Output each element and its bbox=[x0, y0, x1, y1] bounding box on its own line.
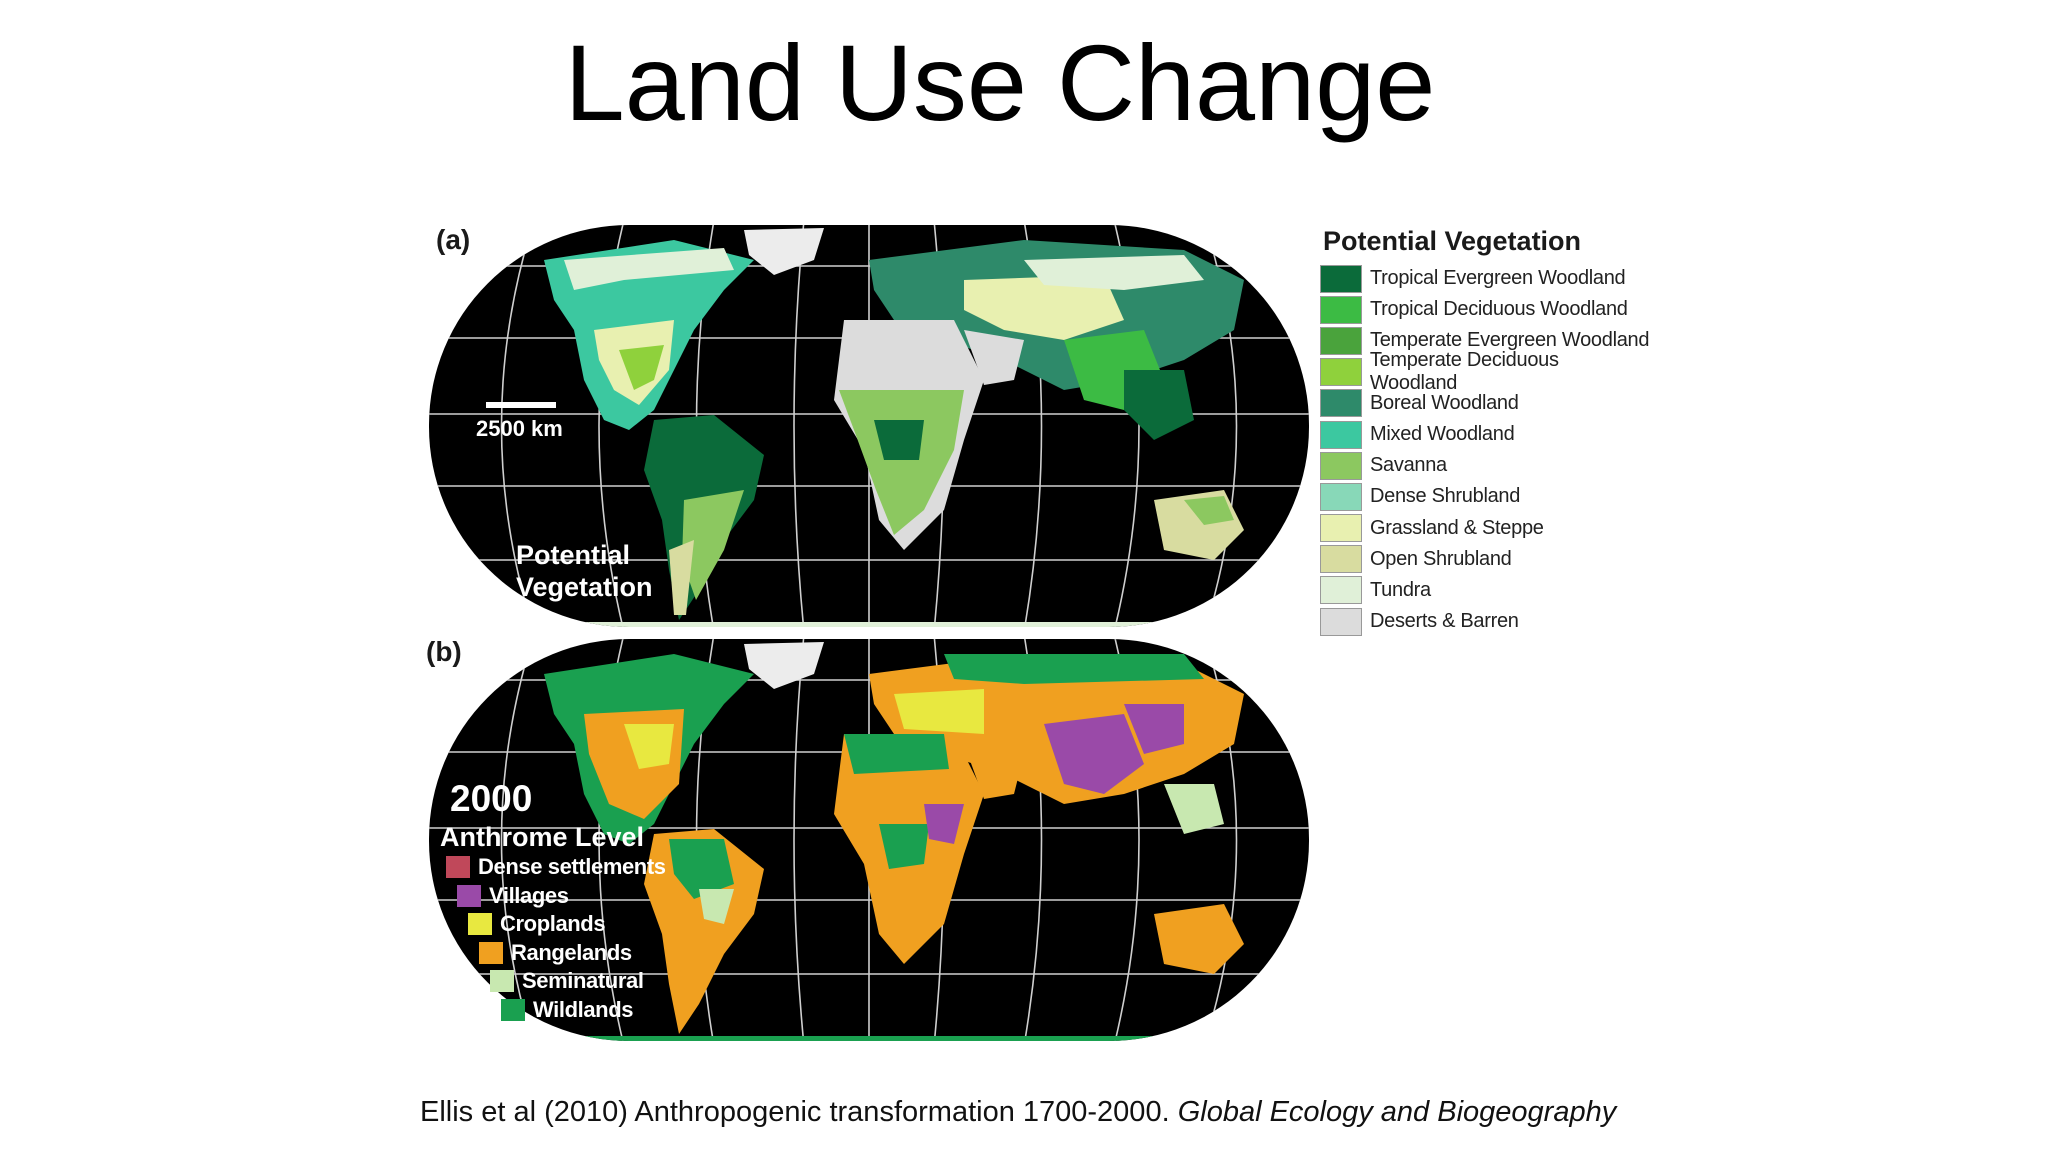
anthrome-legend-item: Dense settlements bbox=[446, 853, 666, 882]
legend-item: Boreal Woodland bbox=[1320, 388, 1650, 419]
legend-swatch bbox=[1320, 607, 1362, 636]
legend-item: Open Shrubland bbox=[1320, 544, 1650, 575]
legend-swatch bbox=[1320, 420, 1362, 449]
anthrome-legend-item: Rangelands bbox=[479, 939, 666, 968]
legend-label: Temperate Deciduous Woodland bbox=[1369, 349, 1559, 395]
anthrome-label: Croplands bbox=[500, 911, 606, 937]
legend-label: Dense Shrubland bbox=[1370, 485, 1521, 508]
scale-bar bbox=[486, 402, 556, 408]
legend-label: Savanna bbox=[1370, 454, 1447, 477]
legend-swatch bbox=[1320, 295, 1362, 324]
legend-label: Deserts & Barren bbox=[1370, 610, 1519, 633]
map-a-svg bbox=[429, 225, 1309, 627]
anthrome-legend-item: Croplands bbox=[468, 910, 666, 939]
legend-item: Temperate Evergreen Woodland bbox=[1320, 325, 1650, 356]
legend-swatch bbox=[1320, 545, 1362, 574]
legend-label: Grassland & Steppe bbox=[1370, 516, 1544, 539]
legend-item: Deserts & Barren bbox=[1320, 606, 1650, 637]
legend-list: Tropical Evergreen Woodland Tropical Deci… bbox=[1320, 263, 1650, 637]
legend-title: Potential Vegetation bbox=[1323, 226, 1582, 256]
legend-label: Open Shrubland bbox=[1370, 547, 1512, 570]
legend-swatch bbox=[1320, 576, 1362, 605]
anthrome-legend-list: Dense settlements Villages Croplands Rangel… bbox=[440, 853, 666, 1024]
map-potential-vegetation: 2500 km Potential Vegetation bbox=[424, 220, 1314, 632]
panel-label-b: (b) bbox=[426, 636, 462, 667]
legend-label: Tundra bbox=[1370, 578, 1431, 601]
legend-item: Tundra bbox=[1320, 575, 1650, 606]
legend-item: Dense Shrubland bbox=[1320, 481, 1650, 512]
map-b-svg bbox=[429, 639, 1309, 1041]
anthrome-label: Seminatural bbox=[522, 968, 644, 994]
map-anthromes-2000 bbox=[424, 634, 1314, 1046]
legend-label: Tropical Evergreen Woodland bbox=[1370, 267, 1626, 290]
legend-item: Tropical Evergreen Woodland bbox=[1320, 263, 1650, 294]
legend-swatch bbox=[1320, 264, 1362, 293]
slide-title: Land Use Change bbox=[564, 22, 1436, 143]
legend-swatch bbox=[1320, 514, 1362, 543]
legend-label: Tropical Deciduous Woodland bbox=[1370, 298, 1628, 321]
legend-label: Boreal Woodland bbox=[1370, 391, 1519, 414]
figure: 2500 km Potential Vegetation (a) bbox=[420, 218, 1660, 1048]
map-a-overlay-line1: Potential bbox=[516, 540, 631, 570]
anthrome-heading: Anthrome Level bbox=[440, 822, 645, 852]
legend-label: Temperate Evergreen Woodland bbox=[1370, 329, 1650, 352]
map-a-overlay-line2: Vegetation bbox=[516, 572, 653, 602]
citation: Ellis et al (2010) Anthropogenic transfo… bbox=[420, 1096, 1616, 1129]
legend-item: Mixed Woodland bbox=[1320, 419, 1650, 450]
anthrome-label: Villages bbox=[489, 882, 569, 908]
legend-swatch bbox=[1320, 358, 1362, 387]
citation-journal: Global Ecology and Biogeography bbox=[1177, 1096, 1617, 1128]
legend-label: Mixed Woodland bbox=[1370, 423, 1515, 446]
legend-swatch bbox=[1320, 451, 1362, 480]
anthrome-swatch bbox=[490, 970, 514, 993]
anthrome-swatch bbox=[446, 856, 470, 879]
anthrome-swatch bbox=[468, 913, 492, 936]
anthrome-label: Wildlands bbox=[533, 996, 634, 1022]
anthrome-legend-item: Seminatural bbox=[490, 967, 666, 996]
legend-item: Tropical Deciduous Woodland bbox=[1320, 294, 1650, 325]
legend-swatch bbox=[1320, 482, 1362, 511]
legend-swatch bbox=[1320, 389, 1362, 418]
anthrome-swatch bbox=[501, 998, 525, 1021]
anthrome-legend: 2000 Anthrome Level Dense settlements Vil… bbox=[440, 778, 666, 1024]
legend-item: Temperate Deciduous Woodland bbox=[1320, 349, 1650, 394]
anthrome-swatch bbox=[457, 884, 481, 907]
anthrome-swatch bbox=[479, 941, 503, 964]
anthrome-legend-item: Wildlands bbox=[501, 996, 666, 1025]
citation-text: Ellis et al (2010) Anthropogenic transfo… bbox=[420, 1096, 1178, 1128]
anthrome-label: Rangelands bbox=[511, 939, 632, 965]
anthrome-label: Dense settlements bbox=[478, 854, 666, 880]
legend-item: Grassland & Steppe bbox=[1320, 513, 1650, 544]
anthrome-legend-item: Villages bbox=[457, 882, 666, 911]
panel-label-a: (a) bbox=[436, 224, 471, 255]
legend-item: Savanna bbox=[1320, 450, 1650, 481]
anthrome-year: 2000 bbox=[450, 778, 533, 819]
scale-label: 2500 km bbox=[476, 416, 563, 441]
potential-vegetation-legend: Potential Vegetation Tropical Evergreen … bbox=[1320, 226, 1650, 637]
legend-swatch bbox=[1320, 326, 1362, 355]
